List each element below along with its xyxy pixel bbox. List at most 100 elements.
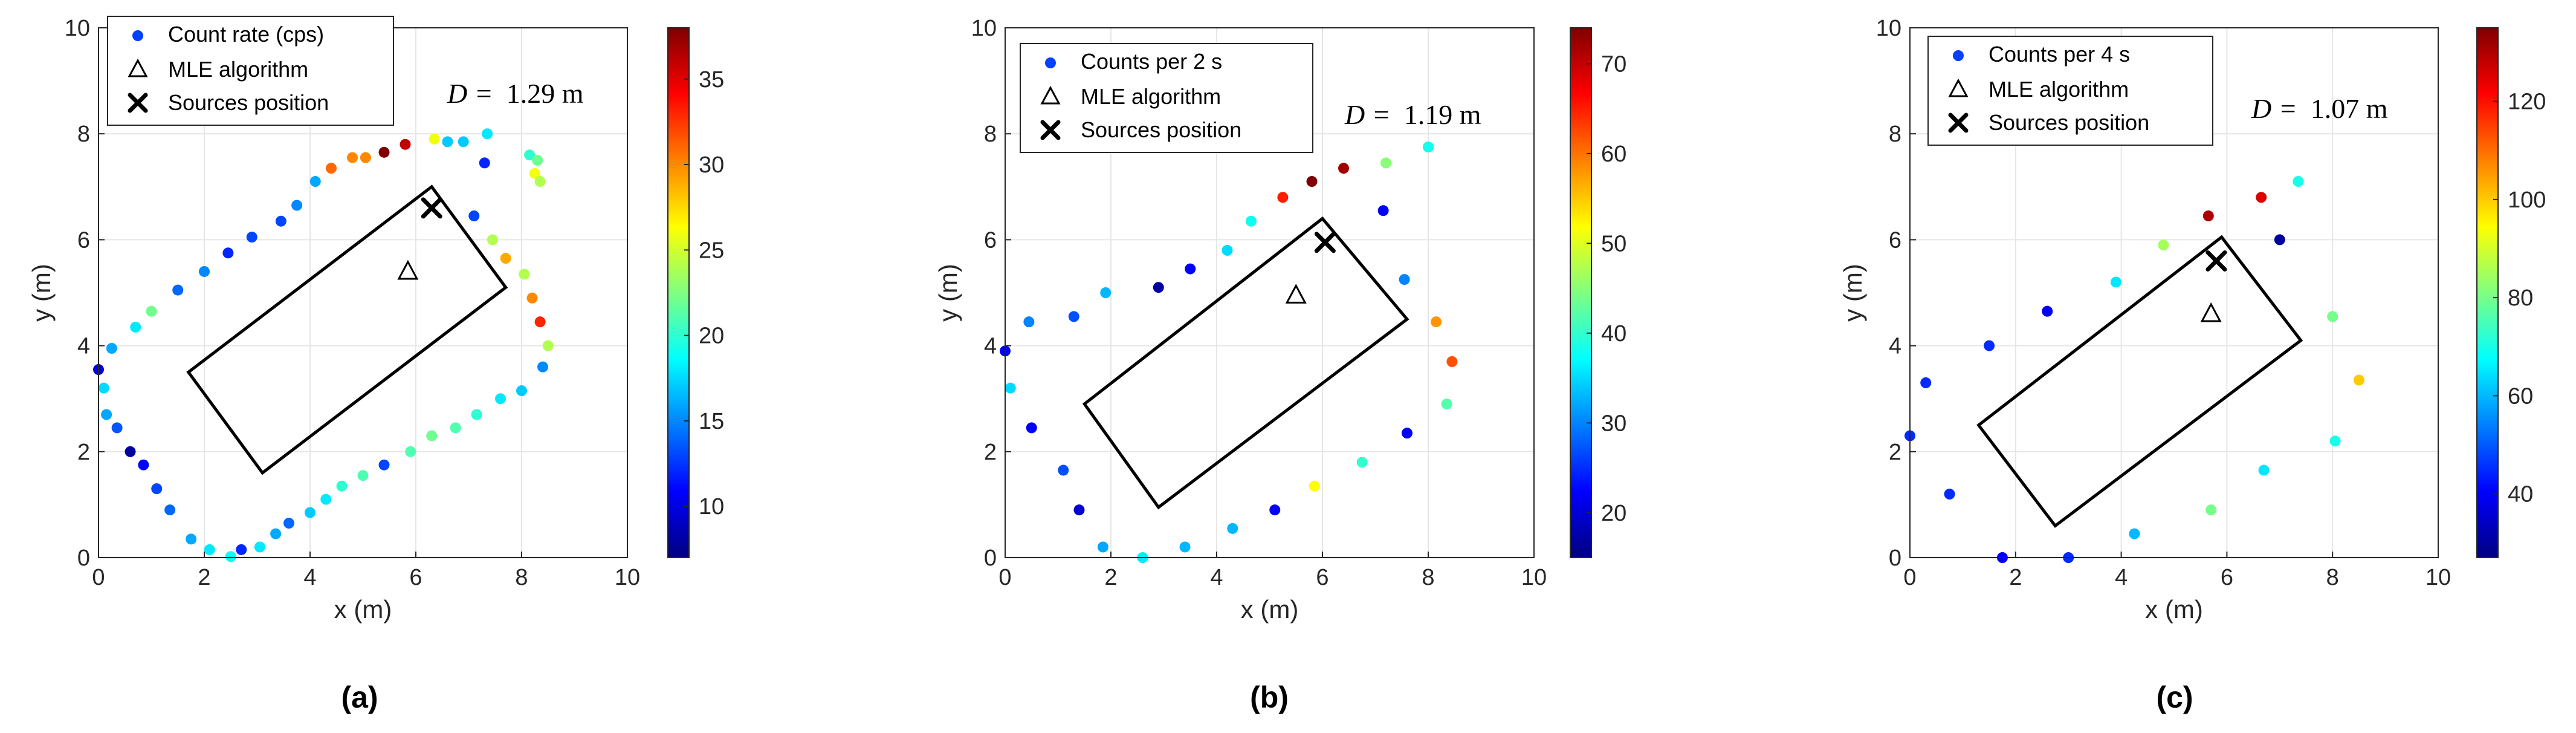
legend-triangle-icon bbox=[128, 58, 148, 77]
y-tick-label: 2 bbox=[77, 440, 90, 465]
data-point bbox=[106, 342, 117, 354]
data-point bbox=[442, 136, 453, 148]
source-marker bbox=[2205, 250, 2227, 272]
legend-entry-label: Counts per 2 s bbox=[1081, 49, 1222, 74]
colorbar-tick-label: 80 bbox=[2508, 285, 2533, 311]
distance-prefix: D = bbox=[2251, 93, 2297, 124]
y-tick-label: 0 bbox=[1889, 546, 1901, 571]
data-point bbox=[1277, 192, 1289, 203]
axes-frame bbox=[1909, 27, 2439, 558]
x-tick-label: 4 bbox=[2115, 565, 2128, 590]
y-tick-label: 8 bbox=[1889, 122, 1901, 147]
data-point bbox=[495, 393, 506, 405]
data-point bbox=[2327, 311, 2338, 322]
data-point bbox=[1068, 311, 1079, 322]
y-tick-label: 10 bbox=[971, 16, 997, 41]
data-point bbox=[1306, 176, 1318, 187]
data-point bbox=[2256, 192, 2267, 203]
data-point bbox=[172, 284, 184, 296]
y-tick-label: 4 bbox=[77, 334, 90, 359]
data-point bbox=[236, 544, 247, 555]
data-point bbox=[1058, 464, 1069, 476]
chart-panel-2: 0 2 4 6 8 10 0 2 4 6 8 10 x (m) y (m) 20 30 40 50 60 70 Coun… bbox=[934, 16, 1626, 714]
data-point bbox=[1153, 282, 1164, 293]
y-tick-label: 0 bbox=[77, 546, 90, 571]
data-point bbox=[2274, 234, 2285, 246]
data-point bbox=[1380, 157, 1391, 169]
data-point bbox=[2158, 239, 2169, 251]
data-point bbox=[270, 528, 282, 539]
data-point bbox=[1431, 316, 1442, 328]
legend: Counts per 2 s MLE algorithm Sources posit… bbox=[1020, 43, 1313, 153]
data-point bbox=[1222, 244, 1233, 256]
data-point bbox=[1026, 422, 1037, 434]
data-point bbox=[500, 253, 511, 264]
object-outline bbox=[1976, 235, 2303, 528]
distance-annotation: D = 1.19 m bbox=[1344, 99, 1481, 130]
x-axis-label: x (m) bbox=[334, 595, 392, 624]
data-point bbox=[101, 409, 112, 420]
legend-entry-label: MLE algorithm bbox=[1989, 77, 2129, 102]
data-point bbox=[326, 163, 337, 174]
x-tick-label: 4 bbox=[1210, 565, 1223, 590]
data-point bbox=[487, 234, 498, 246]
x-tick-label: 8 bbox=[1422, 565, 1434, 590]
data-point bbox=[1227, 523, 1238, 534]
data-point bbox=[526, 292, 538, 304]
x-tick-label: 10 bbox=[615, 565, 640, 590]
data-point bbox=[458, 136, 469, 148]
data-point bbox=[1097, 541, 1108, 553]
distance-value: 1.19 m bbox=[1404, 99, 1481, 130]
data-point bbox=[2202, 210, 2214, 221]
x-tick-label: 2 bbox=[1104, 565, 1117, 590]
data-point bbox=[283, 518, 294, 529]
data-point bbox=[320, 494, 332, 505]
data-point bbox=[1005, 382, 1016, 394]
distance-value: 1.29 m bbox=[506, 78, 584, 109]
data-point bbox=[111, 422, 123, 434]
colorbar-tick-label: 120 bbox=[2508, 90, 2546, 115]
data-point bbox=[1023, 316, 1035, 328]
data-point bbox=[378, 146, 390, 158]
data-point bbox=[532, 155, 543, 166]
data-point bbox=[125, 446, 136, 457]
data-point bbox=[138, 459, 149, 471]
legend-entry-label: Sources position bbox=[168, 90, 329, 115]
data-point bbox=[275, 215, 286, 227]
data-point bbox=[542, 340, 554, 351]
data-point bbox=[429, 133, 440, 145]
object-outline bbox=[186, 184, 508, 475]
colorbar bbox=[667, 27, 690, 558]
x-tick-label: 6 bbox=[2221, 565, 2233, 590]
data-point bbox=[204, 544, 215, 555]
legend-entry-label: MLE algorithm bbox=[168, 57, 308, 82]
colorbar-tick-label: 40 bbox=[2508, 482, 2533, 507]
data-point bbox=[199, 266, 210, 277]
data-point bbox=[254, 541, 265, 553]
data-point bbox=[2353, 374, 2364, 386]
x-tick-label: 8 bbox=[515, 565, 528, 590]
legend-x-icon bbox=[1948, 112, 1969, 133]
colorbar-tick-label: 20 bbox=[1601, 501, 1626, 526]
data-point bbox=[2258, 464, 2270, 476]
data-point bbox=[347, 152, 358, 163]
y-tick-label: 0 bbox=[984, 546, 997, 571]
legend-x-icon bbox=[1040, 120, 1061, 140]
panel-label: (b) bbox=[1250, 680, 1289, 714]
data-point bbox=[225, 551, 236, 562]
colorbar-tick-label: 10 bbox=[699, 494, 724, 520]
legend-entry-label: Sources position bbox=[1989, 110, 2149, 135]
colorbar-tick-label: 40 bbox=[1601, 321, 1626, 347]
colorbar-tick-label: 60 bbox=[1601, 142, 1626, 167]
x-tick-label: 2 bbox=[2009, 565, 2022, 590]
data-point bbox=[222, 247, 234, 259]
data-point bbox=[291, 200, 303, 211]
data-point bbox=[471, 409, 482, 420]
data-point bbox=[1185, 263, 1196, 275]
axes-frame bbox=[1005, 27, 1535, 558]
y-tick-label: 2 bbox=[984, 440, 997, 465]
x-tick-label: 4 bbox=[303, 565, 316, 590]
mle-marker bbox=[2200, 302, 2222, 322]
